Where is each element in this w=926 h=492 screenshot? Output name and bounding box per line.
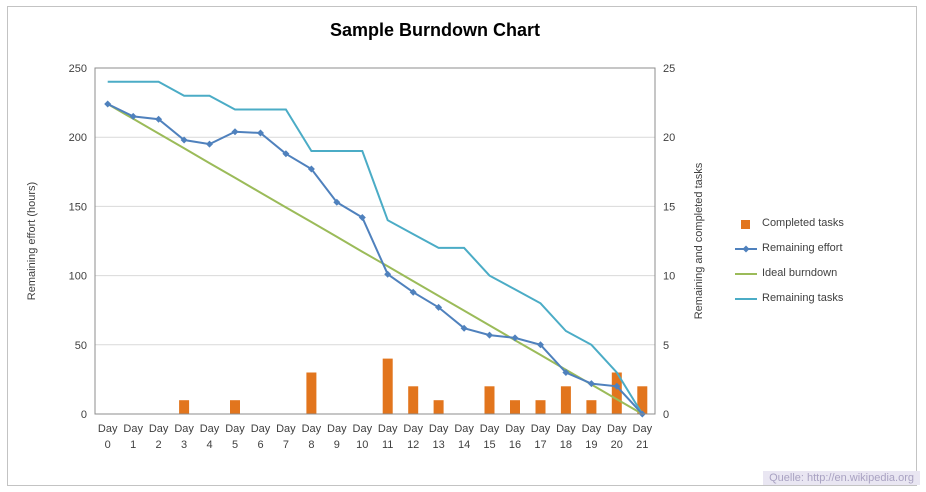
svg-text:Day: Day [149, 423, 169, 435]
svg-text:10: 10 [663, 271, 675, 283]
x-axis-labels: Day 0 Day 1 Day 2 Day 3 Day 4 Day 5 Day 6 Day 7 Day 8 Day 9… [98, 423, 653, 451]
legend-swatch-line-icon [735, 292, 757, 304]
svg-text:10: 10 [356, 439, 368, 451]
svg-text:3: 3 [181, 439, 187, 451]
svg-text:Day: Day [378, 423, 398, 435]
svg-text:Day: Day [403, 423, 423, 435]
svg-text:Day: Day [480, 423, 500, 435]
svg-text:Day: Day [505, 423, 525, 435]
plot-border [94, 67, 656, 415]
svg-text:Day: Day [123, 423, 143, 435]
svg-text:21: 21 [636, 439, 648, 451]
y-axis-left-labels: 0 50 100 150 200 250 [69, 63, 87, 421]
svg-text:1: 1 [130, 439, 136, 451]
series-ideal-burndown [107, 103, 643, 415]
svg-text:Day: Day [98, 423, 118, 435]
svg-text:6: 6 [257, 439, 263, 451]
svg-text:17: 17 [534, 439, 546, 451]
svg-text:5: 5 [663, 340, 669, 352]
svg-text:50: 50 [75, 340, 87, 352]
svg-text:18: 18 [560, 439, 572, 451]
svg-text:Day: Day [353, 423, 373, 435]
svg-text:250: 250 [69, 63, 87, 75]
left-axis-title: Remaining effort (hours) [26, 181, 38, 301]
svg-text:Day: Day [225, 423, 245, 435]
svg-text:Day: Day [531, 423, 551, 435]
legend-label: Remaining tasks [762, 291, 844, 304]
svg-text:11: 11 [382, 439, 393, 451]
svg-text:25: 25 [663, 63, 675, 75]
svg-text:Day: Day [302, 423, 322, 435]
chart-legend: Completed tasks Remaining effort Ideal b… [735, 210, 844, 310]
svg-text:0: 0 [663, 409, 669, 421]
legend-swatch-line-icon [735, 267, 757, 279]
svg-text:14: 14 [458, 439, 470, 451]
svg-text:Day: Day [251, 423, 271, 435]
svg-text:Day: Day [200, 423, 220, 435]
svg-text:13: 13 [432, 439, 444, 451]
svg-text:Day: Day [174, 423, 194, 435]
svg-text:Day: Day [633, 423, 653, 435]
svg-text:7: 7 [283, 439, 289, 451]
svg-text:150: 150 [69, 201, 87, 213]
svg-text:Day: Day [327, 423, 347, 435]
right-axis-title: Remaining and completed tasks [693, 162, 705, 320]
chart-title: Sample Burndown Chart [329, 20, 540, 40]
series-remaining-effort [104, 100, 646, 418]
legend-swatch-bar-icon [735, 217, 757, 229]
source-note: Quelle: http://en.wikipedia.org [763, 471, 920, 485]
svg-text:0: 0 [81, 409, 87, 421]
svg-text:4: 4 [206, 439, 212, 451]
gridlines [95, 67, 655, 415]
legend-item-remaining-tasks: Remaining tasks [735, 285, 844, 310]
svg-text:8: 8 [308, 439, 314, 451]
svg-text:20: 20 [663, 132, 675, 144]
legend-label: Completed tasks [762, 216, 844, 229]
legend-item-ideal-burndown: Ideal burndown [735, 260, 844, 285]
svg-text:Day: Day [276, 423, 296, 435]
svg-text:0: 0 [105, 439, 111, 451]
svg-text:Day: Day [607, 423, 627, 435]
svg-text:100: 100 [69, 271, 87, 283]
svg-text:15: 15 [663, 201, 675, 213]
series-completed-tasks [179, 358, 648, 414]
svg-text:15: 15 [483, 439, 495, 451]
svg-text:200: 200 [69, 132, 87, 144]
legend-item-remaining-effort: Remaining effort [735, 235, 844, 260]
svg-text:Day: Day [582, 423, 602, 435]
series-remaining-tasks [107, 80, 644, 415]
svg-text:9: 9 [334, 439, 340, 451]
svg-text:5: 5 [232, 439, 238, 451]
svg-text:Day: Day [454, 423, 474, 435]
svg-text:20: 20 [611, 439, 623, 451]
svg-text:Day: Day [556, 423, 576, 435]
legend-label: Ideal burndown [762, 266, 838, 279]
legend-label: Remaining effort [762, 241, 843, 254]
svg-text:Day: Day [429, 423, 449, 435]
svg-text:12: 12 [407, 439, 419, 451]
svg-text:2: 2 [156, 439, 162, 451]
legend-item-completed-tasks: Completed tasks [735, 210, 844, 235]
chart-frame [7, 6, 917, 486]
y-axis-right-labels: 0 5 10 15 20 25 [663, 63, 675, 421]
svg-text:19: 19 [585, 439, 597, 451]
legend-swatch-line-diamond-icon [735, 242, 757, 254]
svg-text:16: 16 [509, 439, 521, 451]
